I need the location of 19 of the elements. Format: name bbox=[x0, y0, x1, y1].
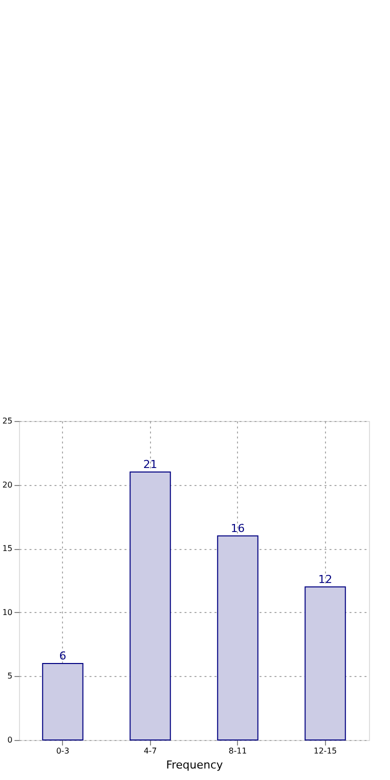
x-axis-title: Frequency bbox=[166, 758, 224, 772]
y-tick-label: 10 bbox=[2, 608, 12, 617]
data-label: 12 bbox=[318, 572, 332, 586]
bar bbox=[304, 586, 346, 740]
bar bbox=[130, 472, 171, 740]
x-tick-label: 4-7 bbox=[144, 746, 157, 756]
data-label: 21 bbox=[143, 458, 158, 472]
y-tick-label: 5 bbox=[7, 672, 12, 681]
data-label: 6 bbox=[59, 649, 66, 662]
bar bbox=[217, 535, 258, 740]
x-tick-label: 0-3 bbox=[56, 746, 70, 756]
x-tick-label: 12-15 bbox=[314, 746, 337, 756]
y-tick-label: 15 bbox=[2, 544, 12, 554]
x-tick-label: 8-11 bbox=[228, 746, 247, 756]
y-tick-label: 20 bbox=[2, 480, 12, 490]
y-tick-label: 0 bbox=[7, 736, 12, 744]
y-tick-label: 25 bbox=[2, 416, 12, 426]
bar bbox=[42, 662, 84, 740]
data-label: 16 bbox=[230, 522, 245, 535]
